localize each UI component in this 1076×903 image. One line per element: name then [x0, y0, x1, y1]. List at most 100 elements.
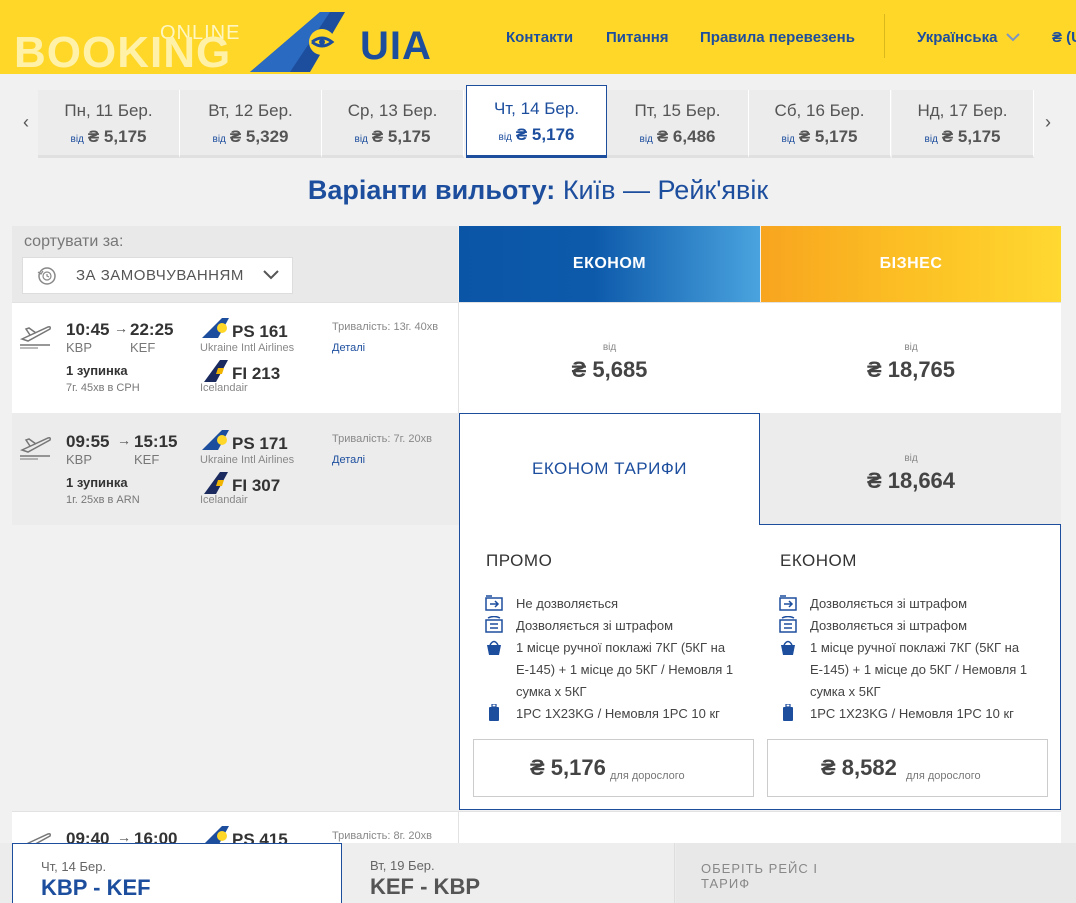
- arrival-time: 15:15: [134, 432, 178, 451]
- itinerary-return-segment[interactable]: Вт, 19 Бер. KEF - KBP: [342, 843, 675, 903]
- segment-date: Вт, 19 Бер.: [370, 858, 435, 873]
- uia-tail-logo-icon[interactable]: [250, 12, 350, 72]
- flight-duration: Тривалість: 7г. 20хв: [332, 433, 432, 445]
- date-tab-price: ₴ 5,329: [229, 127, 289, 146]
- flight-duration: Тривалість: 13г. 40хв: [332, 321, 439, 333]
- select-promo-fare-button[interactable]: ₴ 5,176 для дорослого: [473, 739, 754, 797]
- class-header-business[interactable]: БІЗНЕС: [761, 226, 1061, 302]
- arrival-time: 22:25: [130, 320, 174, 339]
- page-title-route: Київ — Рейк'явік: [562, 175, 769, 205]
- date-tab-price: ₴ 5,175: [371, 127, 431, 146]
- from-label: від: [354, 134, 368, 145]
- select-flight-cta[interactable]: ОБЕРІТЬ РЕЙС І ТАРИФ: [676, 843, 1076, 903]
- logo-booking-text[interactable]: BOOKING: [14, 28, 232, 75]
- currency-selector[interactable]: ₴ (U: [1052, 29, 1076, 46]
- flight-number: FI 307: [232, 476, 281, 495]
- sort-dropdown[interactable]: [22, 257, 293, 294]
- segment-date: Чт, 14 Бер.: [41, 859, 107, 874]
- date-prev-arrow-icon[interactable]: ‹: [23, 112, 29, 132]
- date-tab-sat-16[interactable]: Сб, 16 Бер. від ₴ 5,175: [749, 90, 891, 158]
- cta-text: ОБЕРІТЬ РЕЙС І ТАРИФ: [701, 861, 818, 891]
- date-next-arrow-icon[interactable]: ›: [1045, 112, 1051, 132]
- airline-name: Ukraine Intl Airlines: [200, 342, 295, 354]
- uia-airline-logo-icon: [202, 826, 229, 846]
- business-price: ₴ 18,765: [866, 357, 956, 382]
- from-label: від: [781, 134, 795, 145]
- site-header: ONLINE BOOKING UIA Контакти Питання Прав…: [0, 0, 1076, 74]
- date-tab-wed-13[interactable]: Ср, 13 Бер. від ₴ 5,175: [322, 90, 464, 158]
- hand-bag-icon: [781, 640, 795, 655]
- tariff-feature: 1PC 1X23KG / Немовля 1PC 10 кг: [516, 706, 720, 721]
- business-price-cell[interactable]: від ₴ 18,664: [761, 453, 1061, 494]
- from-label: від: [904, 342, 918, 353]
- tariff-feature: Дозволяється зі штрафом: [810, 596, 968, 611]
- date-tab-price: ₴ 6,486: [656, 127, 716, 146]
- class-header-econom[interactable]: ЕКОНОМ: [459, 226, 760, 302]
- from-label: від: [70, 134, 84, 145]
- departure-airport: KBP: [66, 452, 93, 467]
- chevron-down-icon[interactable]: [1005, 30, 1021, 44]
- fare-price: ₴ 8,582: [821, 755, 897, 780]
- date-tab-price: ₴ 5,175: [87, 127, 147, 146]
- itinerary-outbound-segment[interactable]: Чт, 14 Бер. KBP - KEF: [12, 843, 342, 903]
- page-title-label: Варіанти вильоту:: [307, 175, 556, 205]
- date-tab-day: Нд, 17 Бер.: [917, 101, 1008, 120]
- uia-airline-logo-icon: [202, 430, 229, 450]
- airline-name: Ukraine Intl Airlines: [200, 454, 295, 466]
- nav-rules-link[interactable]: Правила перевезень: [700, 29, 855, 46]
- nav-contacts-link[interactable]: Контакти: [506, 29, 574, 46]
- arrow-right-icon: →: [114, 320, 128, 336]
- econom-tariffs-tab[interactable]: ЕКОНОМ ТАРИФИ: [459, 413, 760, 525]
- date-tab-mon-11[interactable]: Пн, 11 Бер. від ₴ 5,175: [38, 90, 180, 158]
- tariff-feature: Не дозволяється: [516, 596, 619, 611]
- date-tab-fri-15[interactable]: Пт, 15 Бер. від ₴ 6,486: [607, 90, 749, 158]
- date-tab-day: Ср, 13 Бер.: [347, 101, 438, 120]
- date-tab-sun-17[interactable]: Нд, 17 Бер. від ₴ 5,175: [892, 90, 1034, 158]
- ticket-change-icon: [779, 616, 797, 633]
- ticket-change-icon: [485, 616, 503, 633]
- econom-price-cell[interactable]: від ₴ 5,685: [459, 342, 760, 383]
- date-tab-day: Сб, 16 Бер.: [774, 101, 865, 120]
- airline-name: Icelandair: [200, 382, 248, 394]
- stops-count: 1 зупинка: [66, 363, 128, 378]
- tariff-name-promo: ПРОМО: [486, 551, 553, 570]
- from-label: від: [924, 134, 938, 145]
- date-tab-day: Пт, 15 Бер.: [634, 101, 721, 120]
- chevron-down-icon[interactable]: [262, 268, 280, 282]
- date-tab-tue-12[interactable]: Вт, 12 Бер. від ₴ 5,329: [180, 90, 322, 158]
- date-tab-thu-14-selected[interactable]: Чт, 14 Бер. від ₴ 5,176: [466, 85, 607, 158]
- uia-airline-logo-icon: [202, 318, 229, 338]
- segment-route: KEF - KBP: [370, 874, 480, 899]
- icelandair-logo-icon: [204, 360, 228, 382]
- departure-plane-icon: [19, 326, 51, 349]
- layover-info: 1г. 25хв в ARN: [66, 494, 140, 506]
- airline-name: Icelandair: [200, 494, 248, 506]
- date-tab-price: ₴ 5,175: [941, 127, 1001, 146]
- arrow-right-icon: →: [117, 432, 131, 448]
- nav-divider: [884, 14, 885, 58]
- logo-uia-text[interactable]: UIA: [360, 24, 432, 68]
- departure-plane-icon: [19, 437, 51, 460]
- select-econom-fare-button[interactable]: ₴ 8,582 для дорослого: [767, 739, 1048, 797]
- from-label: від: [212, 134, 226, 145]
- flight-details-link[interactable]: Деталі: [332, 342, 366, 354]
- sort-value[interactable]: ЗА ЗАМОВЧУВАННЯМ: [76, 267, 244, 284]
- flight-details-link[interactable]: Деталі: [332, 454, 366, 466]
- nav-faq-link[interactable]: Питання: [606, 29, 669, 46]
- arrival-airport: KEF: [130, 340, 156, 355]
- business-price-cell[interactable]: від ₴ 18,765: [761, 342, 1061, 383]
- hand-bag-icon: [487, 640, 501, 655]
- departure-time: 09:55: [66, 432, 110, 451]
- tariff-feature: Дозволяється зі штрафом: [516, 618, 674, 633]
- page-title: Варіанти вильоту: Київ — Рейк'явік: [0, 175, 1076, 206]
- tab-join: [460, 523, 759, 525]
- fare-price-suffix: для дорослого: [610, 770, 685, 782]
- icelandair-logo-icon: [204, 472, 228, 494]
- date-tab-price: ₴ 5,176: [515, 125, 575, 144]
- flight-number: PS 171: [232, 434, 288, 453]
- suitcase-icon: [489, 704, 499, 721]
- flight-row[interactable]: [12, 302, 1061, 413]
- language-selector[interactable]: Українська: [917, 29, 998, 46]
- row-spacer: [12, 525, 459, 811]
- from-label: від: [639, 134, 653, 145]
